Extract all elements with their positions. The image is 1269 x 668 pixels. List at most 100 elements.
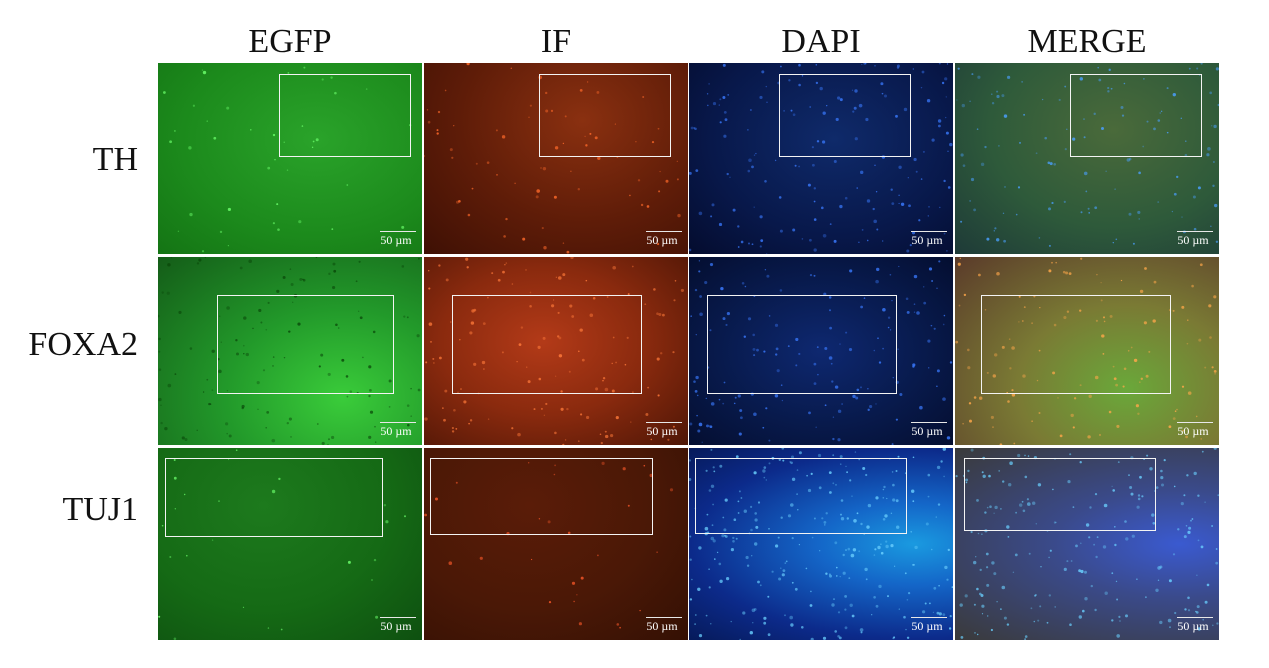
cell-speck [1185, 140, 1187, 142]
cell-speck [570, 257, 574, 260]
cell-speck [1022, 374, 1026, 378]
cell-speck [1197, 539, 1200, 542]
cell-speck [1015, 511, 1017, 514]
cell-speck [967, 348, 970, 352]
cell-speck [807, 488, 812, 493]
cell-speck [1052, 371, 1056, 375]
cell-speck [1157, 119, 1161, 122]
cell-speck [790, 109, 793, 112]
cell-speck [1204, 600, 1208, 604]
cell-speck [745, 555, 749, 560]
cell-speck [368, 394, 371, 398]
cell-speck [908, 204, 911, 208]
cell-speck [861, 229, 864, 231]
cell-speck [1098, 433, 1102, 437]
cell-speck [889, 273, 892, 276]
cell-speck [432, 357, 435, 360]
cell-speck [1087, 435, 1091, 439]
cell-speck [794, 164, 797, 167]
cell-speck [674, 280, 677, 282]
cell-speck [813, 200, 816, 203]
cell-speck [1160, 476, 1164, 480]
cell-speck [813, 218, 817, 221]
cell-speck [733, 402, 736, 405]
cell-speck [710, 623, 712, 625]
inset-box [452, 295, 642, 394]
cell-speck [1117, 461, 1120, 463]
cell-speck [163, 91, 166, 94]
cell-speck [816, 346, 819, 348]
cell-speck [624, 363, 627, 366]
cell-speck [1126, 158, 1130, 162]
cell-speck [526, 366, 528, 368]
cell-speck [511, 283, 514, 285]
cell-speck [1011, 389, 1014, 392]
cell-speck [1037, 619, 1040, 622]
cell-speck [1001, 585, 1006, 590]
cell-speck [801, 75, 804, 77]
cell-speck [810, 472, 813, 475]
cell-speck [768, 439, 771, 442]
cell-speck [1200, 438, 1202, 440]
cell-speck [1168, 425, 1172, 429]
cell-speck [266, 411, 270, 414]
cell-speck [1215, 561, 1219, 565]
cell-speck [781, 573, 785, 577]
cell-speck [1080, 542, 1082, 545]
cell-speck [862, 467, 866, 470]
cell-speck [749, 109, 752, 112]
cell-speck [1200, 63, 1203, 65]
cell-speck [828, 471, 832, 474]
cell-speck [984, 308, 987, 311]
cell-speck [798, 544, 800, 546]
cell-speck [1112, 365, 1115, 368]
cell-speck [459, 338, 461, 341]
cell-speck [1019, 503, 1023, 507]
cell-speck [990, 628, 993, 632]
panel-th-dapi: 50 µm [689, 63, 953, 254]
cell-speck [569, 304, 573, 308]
cell-speck [553, 195, 557, 199]
cell-speck [243, 316, 247, 320]
cell-speck [763, 350, 766, 353]
cell-speck [1140, 377, 1143, 380]
cell-speck [1136, 578, 1138, 580]
cell-speck [658, 313, 662, 316]
cell-speck [976, 499, 979, 502]
cell-speck [578, 622, 582, 626]
cell-speck [468, 422, 470, 425]
cell-speck [562, 242, 565, 244]
cell-speck [358, 310, 360, 312]
cell-speckle-texture [158, 257, 421, 445]
cell-speck [184, 493, 186, 496]
cell-speck [1011, 393, 1016, 397]
cell-speck [969, 200, 971, 202]
cell-speck [1208, 304, 1212, 308]
cell-speck [1211, 366, 1214, 369]
cell-speck [450, 321, 452, 323]
cell-speck [906, 636, 910, 639]
cell-speck [576, 594, 578, 596]
cell-speck [158, 350, 161, 353]
cell-speck [369, 410, 374, 414]
cell-speck [829, 309, 831, 312]
cell-speck [1031, 420, 1033, 422]
cell-speck [837, 635, 840, 638]
cell-speck [711, 203, 715, 207]
cell-speck [1049, 549, 1052, 552]
cell-speck [1017, 186, 1021, 189]
cell-speck [852, 548, 857, 552]
cell-speck [856, 187, 858, 189]
cell-speck [1136, 505, 1140, 509]
cell-speck [822, 111, 826, 115]
cell-speck [709, 329, 712, 332]
cell-speck [705, 397, 707, 400]
cell-speck [1034, 594, 1037, 597]
inset-box [964, 458, 1156, 531]
cell-speck [753, 354, 756, 357]
cell-speck [828, 296, 832, 299]
cell-speck [915, 170, 918, 173]
cell-speck [424, 513, 427, 517]
cell-speck [880, 543, 882, 545]
cell-speck [606, 296, 609, 298]
